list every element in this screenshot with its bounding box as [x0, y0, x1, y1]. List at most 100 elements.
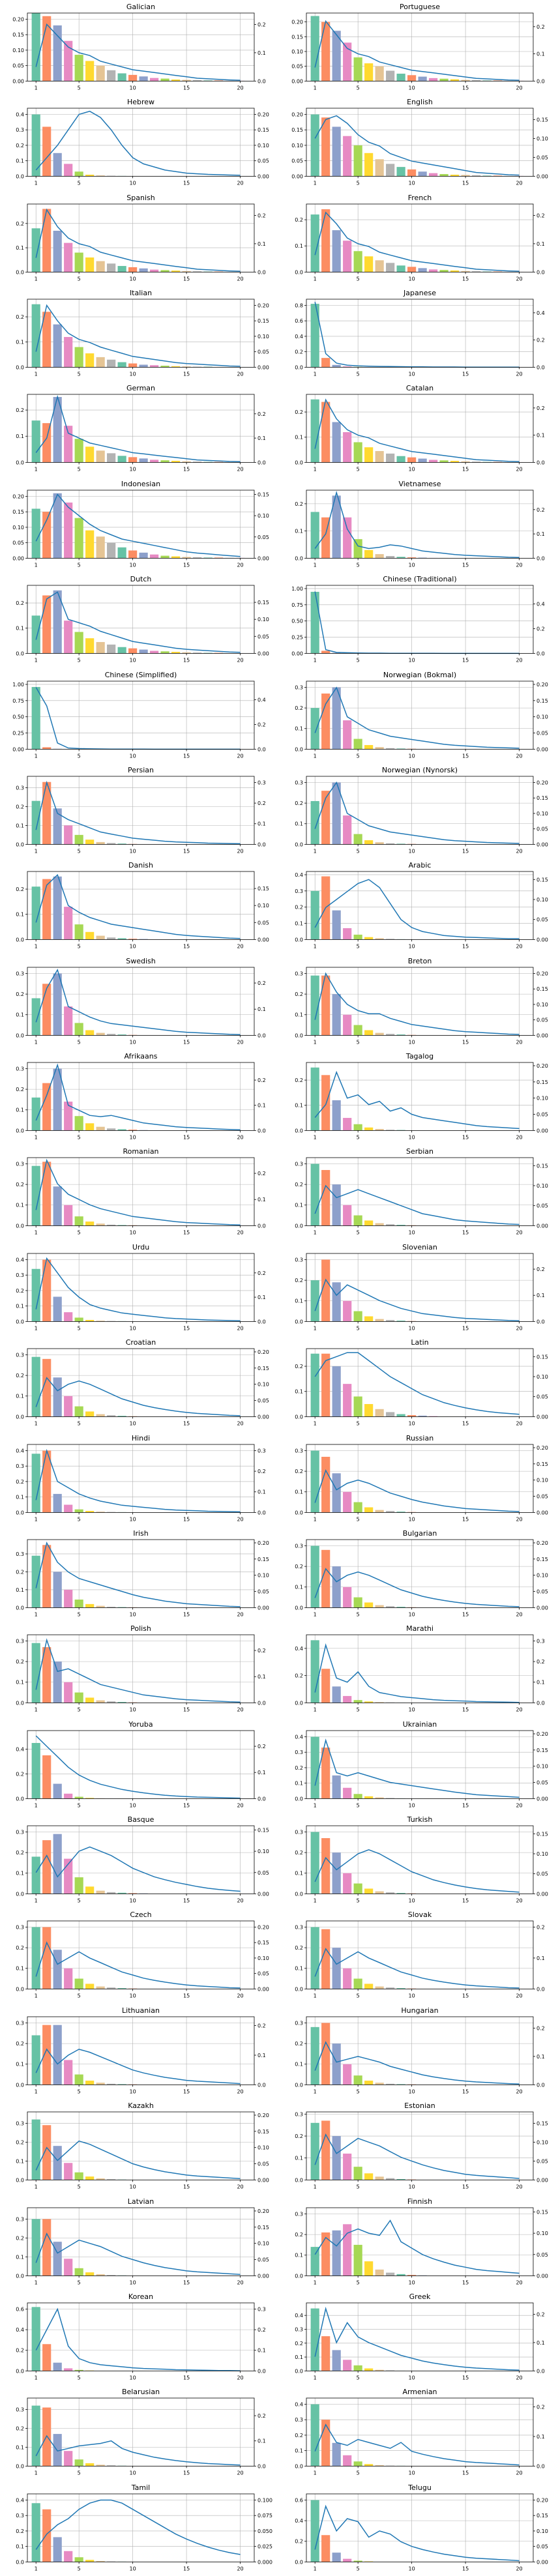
chart-title: Catalan — [406, 384, 433, 392]
y-tick-label-right: 0.10 — [536, 1002, 548, 1008]
y-tick-label-left: 0.2 — [295, 1278, 303, 1283]
y-tick-label-left: 0.1 — [16, 1871, 24, 1877]
bar — [310, 304, 319, 368]
bar — [332, 1852, 341, 1894]
bar — [128, 74, 138, 81]
bar — [353, 442, 362, 463]
y-tick-label-right: 0.15 — [536, 1354, 548, 1360]
bar — [353, 1597, 362, 1608]
bar — [53, 1186, 62, 1226]
y-tick-label-left: 0.0 — [295, 555, 303, 561]
y-tick-label-right: 0.0 — [257, 1128, 266, 1134]
y-tick-label-left: 0.15 — [291, 128, 303, 134]
x-tick-label: 10 — [130, 562, 136, 568]
plot-frame — [27, 1158, 255, 1227]
y-tick-label-right: 0.1 — [536, 1293, 545, 1298]
y-tick-label-left: 0.75 — [12, 697, 24, 703]
y-tick-label-right: 0.20 — [536, 780, 548, 785]
y-tick-label-right: 0.10 — [257, 2145, 269, 2151]
y-tick-label-right: 0.1 — [257, 821, 266, 827]
bar — [375, 1032, 384, 1036]
bar — [42, 1259, 51, 1322]
y-tick-label-left: 0.20 — [291, 112, 303, 118]
bar — [364, 1701, 374, 1703]
bar — [53, 2146, 62, 2180]
bar — [364, 2368, 374, 2371]
series-line — [35, 1638, 241, 1703]
bar — [53, 1068, 62, 1131]
bar — [96, 357, 105, 368]
bar — [310, 800, 319, 845]
x-tick-label: 15 — [183, 1421, 190, 1427]
x-tick-label: 20 — [516, 2184, 522, 2190]
y-tick-label-right: 0.2 — [257, 2327, 266, 2333]
x-tick-label: 20 — [516, 1897, 522, 1903]
y-tick-label-right: 0.10 — [536, 1477, 548, 1483]
y-tick-label-right: 0.2 — [536, 24, 545, 30]
y-tick-label-right: 0.1 — [257, 1675, 266, 1680]
x-tick-label: 5 — [78, 753, 81, 759]
bar — [375, 2369, 384, 2371]
bar — [107, 843, 116, 845]
bar — [74, 347, 83, 368]
y-tick-label-left: 0.2 — [16, 1288, 24, 1294]
x-tick-label: 1 — [35, 658, 38, 664]
y-tick-label-right: 0.0 — [257, 1796, 266, 1802]
bar — [96, 2274, 105, 2276]
y-tick-label-right: 0.15 — [536, 1079, 548, 1085]
chart-title: Greek — [409, 2292, 431, 2301]
y-tick-label-left: 1.00 — [12, 682, 24, 688]
x-tick-label: 10 — [130, 1611, 136, 1617]
x-tick-label: 20 — [237, 1516, 243, 1522]
x-tick-label: 10 — [130, 2184, 136, 2190]
bar — [171, 79, 181, 81]
bar — [74, 1978, 83, 1989]
plot-frame — [306, 1253, 534, 1322]
y-tick-label-left: 0.1 — [295, 1298, 303, 1304]
x-tick-label: 15 — [462, 1134, 469, 1140]
x-tick-label: 5 — [78, 1993, 81, 1999]
series-line — [35, 968, 241, 1035]
bar — [364, 549, 374, 559]
bar — [160, 366, 169, 368]
x-tick-label: 10 — [409, 276, 415, 282]
y-tick-label-left: 0.2 — [295, 1364, 303, 1369]
bar — [343, 1205, 352, 1226]
bar — [53, 1661, 62, 1703]
x-tick-label: 1 — [314, 467, 317, 473]
x-tick-label: 20 — [237, 944, 243, 950]
bar — [64, 825, 73, 845]
bar — [128, 457, 138, 463]
y-tick-label-right: 0.05 — [257, 2257, 269, 2262]
x-tick-label: 1 — [314, 1516, 317, 1522]
bar — [332, 495, 341, 559]
y-tick-label-right: 0.00 — [536, 1032, 548, 1038]
bar — [310, 1164, 319, 1226]
y-tick-label-left: 0.3 — [16, 1830, 24, 1836]
x-tick-label: 5 — [78, 276, 81, 282]
y-tick-label-right: 0.00 — [536, 1414, 548, 1420]
bar — [321, 1170, 330, 1226]
y-tick-label-left: 0.2 — [16, 1771, 24, 1777]
y-tick-label-left: 0.2 — [16, 991, 24, 997]
bar — [53, 2025, 62, 2085]
x-tick-label: 15 — [183, 467, 190, 473]
x-tick-label: 1 — [314, 1993, 317, 1999]
x-tick-label: 20 — [516, 1325, 522, 1331]
series-line — [35, 493, 241, 557]
y-tick-label-left: 0.0 — [295, 842, 303, 847]
x-tick-label: 15 — [462, 1230, 469, 1236]
bar — [74, 1023, 83, 1036]
bar — [429, 460, 438, 463]
bar — [418, 171, 427, 177]
bar — [203, 462, 213, 463]
bar — [461, 461, 470, 463]
x-tick-label: 10 — [409, 1325, 415, 1331]
y-tick-label-left: 0.2 — [295, 2433, 303, 2438]
bar — [74, 834, 83, 845]
